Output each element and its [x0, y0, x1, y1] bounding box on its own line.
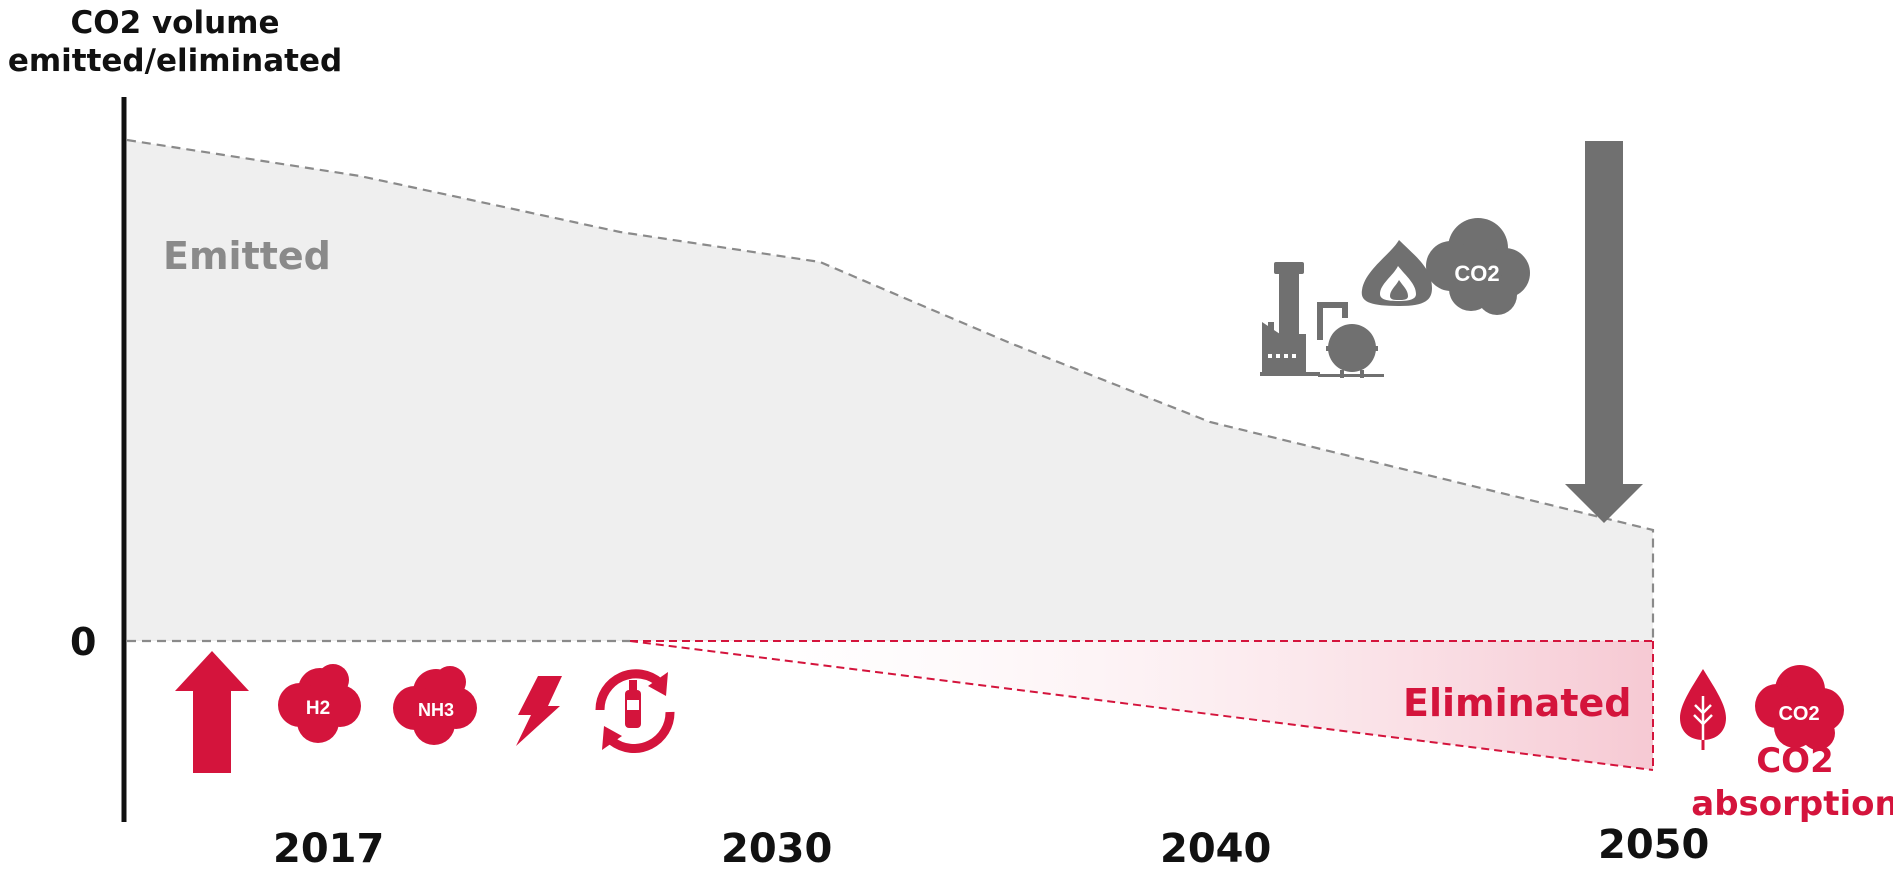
nh3-cloud-icon [393, 666, 477, 745]
y-axis-title: CO2 volume emitted/eliminated [0, 4, 350, 80]
year-label-2030: 2030 [721, 826, 833, 872]
bottle-recycle-icon [595, 669, 675, 753]
up-arrow-icon [175, 651, 249, 773]
h2-label: H2 [306, 698, 330, 719]
eliminated-bottom-line [629, 640, 1654, 771]
h2-cloud-icon [278, 664, 361, 743]
emitted-label: Emitted [163, 234, 331, 278]
co2-absorption-label: CO2 absorption [1690, 740, 1893, 826]
emitted-boundary-line [126, 138, 1655, 641]
y-axis-title-line1: CO2 volume [70, 5, 280, 41]
absorption-line1: CO2 [1756, 741, 1834, 781]
co2-cloud-icon-grey [1426, 218, 1530, 315]
down-arrow-icon [1565, 141, 1643, 523]
eliminated-label: Eliminated [1403, 681, 1632, 725]
co2-cloud-icon-red [1755, 665, 1844, 750]
leaf-drop-icon [1680, 669, 1726, 750]
year-label-2017: 2017 [273, 826, 385, 872]
emitted-area [127, 140, 1653, 641]
year-label-2050: 2050 [1598, 822, 1710, 868]
y-axis-title-line2: emitted/eliminated [7, 43, 343, 79]
year-label-2040: 2040 [1160, 826, 1272, 872]
factory-windows [1268, 354, 1296, 358]
factory-icon [1260, 262, 1384, 378]
absorption-line2: absorption [1691, 784, 1893, 824]
nh3-label: NH3 [418, 700, 454, 720]
co2-red-label: CO2 [1778, 703, 1819, 725]
co2-grey-label: CO2 [1454, 261, 1499, 286]
flame-icon [1361, 240, 1432, 306]
zero-label: 0 [70, 620, 97, 664]
lightning-bolt-icon [516, 676, 562, 746]
